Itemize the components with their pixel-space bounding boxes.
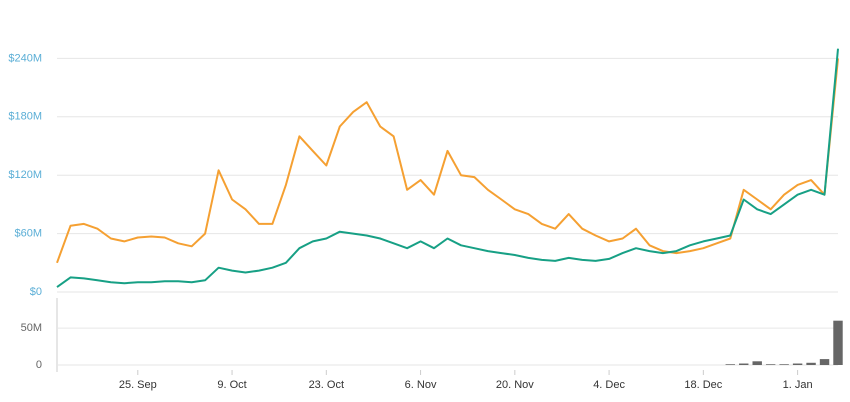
x-tick-label: 18. Dec [684, 379, 722, 391]
volume-bar [752, 361, 762, 365]
x-tick-label: 4. Dec [593, 379, 625, 391]
x-tick-label: 1. Jan [783, 379, 813, 391]
x-tick-label: 9. Oct [217, 379, 246, 391]
y-tick-label: $240M [8, 52, 42, 64]
volume-bar [833, 320, 843, 365]
volume-bar [806, 362, 816, 365]
x-tick-label: 20. Nov [496, 379, 534, 391]
volume-bar [765, 364, 776, 365]
volume-bar [819, 359, 830, 365]
x-tick-label: 6. Nov [405, 379, 437, 391]
y-tick-label: 50M [21, 322, 42, 334]
y-tick-label: 0 [36, 359, 42, 371]
price-line [56, 58, 839, 264]
y-tick-label: $0 [30, 286, 42, 298]
y-tick-label: $180M [8, 111, 42, 123]
y-tick-label: $60M [14, 228, 42, 240]
volume-bar [779, 364, 789, 365]
volume-bar [739, 363, 749, 365]
y-tick-label: $120M [8, 169, 42, 181]
price-line [56, 48, 839, 288]
x-tick-label: 25. Sep [119, 379, 157, 391]
volume-bar [792, 363, 803, 365]
x-tick-label: 23. Oct [309, 379, 344, 391]
volume-bar [725, 364, 735, 365]
